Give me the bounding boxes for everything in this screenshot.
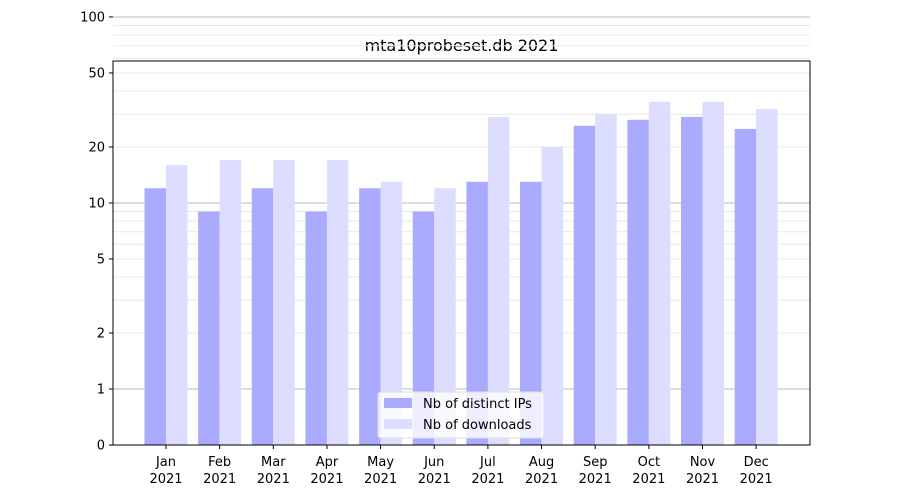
x-tick-label: Aug 2021 [525,455,558,487]
bar-downloads [756,109,778,445]
bar-distinct-ips [198,211,220,445]
x-tick-label: Jun 2021 [418,455,451,487]
bar-distinct-ips [251,188,274,445]
legend: Nb of distinct IPs Nb of downloads [377,391,545,439]
x-tick-label: Jul 2021 [471,455,504,487]
y-axis: 0 1 2 5 10 20 50 100 [80,10,113,454]
legend-swatch [384,398,412,408]
bar-distinct-ips [734,128,757,446]
y-tick-label: 5 [97,252,105,267]
x-tick-label: Jan 2021 [149,455,182,487]
x-tick-label: Oct 2021 [632,455,665,487]
bar-distinct-ips [627,119,649,446]
y-tick-label: 20 [88,140,105,155]
bar-downloads [541,146,564,445]
x-tick-label: Apr 2021 [310,455,343,487]
y-tick-label: 2 [97,327,105,342]
bar-downloads [326,160,349,445]
bar-downloads [219,160,242,445]
bar-distinct-ips [305,211,327,445]
bar-downloads [487,116,510,445]
x-axis: Jan 2021 Feb 2021 Mar 2021 Apr 2021 May 2021 Jun 20… [149,445,773,487]
legend-label: Nb of downloads [423,418,532,433]
bar-distinct-ips [144,188,166,445]
bar-downloads [434,188,456,445]
y-tick-label: 1 [97,383,105,398]
bar-downloads [648,101,671,445]
legend-label: Nb of distinct IPs [423,397,532,412]
x-tick-label: Mar 2021 [257,455,290,487]
x-tick-label: Dec 2021 [740,455,773,487]
x-tick-label: Sep 2021 [579,455,612,487]
bar-downloads [702,101,724,445]
bar-distinct-ips [520,181,542,445]
legend-box [377,391,545,439]
bar-distinct-ips [359,188,381,445]
bar-downloads [166,165,188,445]
x-tick-label: Nov 2021 [686,455,719,487]
legend-swatch [384,419,412,429]
bar-distinct-ips [466,181,488,445]
bar-distinct-ips [681,116,703,445]
y-tick-label: 10 [88,196,105,211]
bar-downloads [595,114,617,446]
y-tick-label: 50 [88,66,105,81]
bars [144,101,778,446]
bar-downloads [380,181,403,445]
y-tick-label: 100 [80,10,105,25]
bar-distinct-ips [573,125,596,445]
bar-distinct-ips [412,211,435,445]
x-tick-label: Feb 2021 [203,455,236,487]
x-tick-label: May 2021 [364,455,397,487]
plot-frame [112,60,811,446]
bar-downloads [273,160,295,445]
y-tick-label: 0 [97,439,105,454]
